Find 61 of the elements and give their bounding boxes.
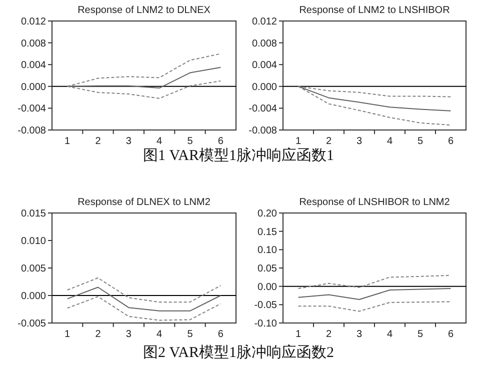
x-tick-label: 2 <box>95 136 102 147</box>
chart-title: Response of LNM2 to LNSHIBOR <box>299 5 450 16</box>
line-series <box>66 277 222 303</box>
y-tick-label: 0.012 <box>252 16 278 28</box>
x-tick-label: 4 <box>156 136 163 147</box>
y-tick-label: -0.004 <box>248 104 278 115</box>
chart-title: Response of LNSHIBOR to LNM2 <box>299 197 450 208</box>
y-tick-label: 0.012 <box>20 16 46 28</box>
y-tick-label: -0.005 <box>18 318 46 330</box>
y-tick-label: 0.015 <box>20 208 46 220</box>
x-tick-label: 3 <box>126 329 132 340</box>
x-tick-label: 4 <box>386 136 393 147</box>
y-tick-label: 0.004 <box>20 60 46 72</box>
x-tick-label: 4 <box>386 329 393 340</box>
caption: 图2 VAR模型1脉冲响应函数2 <box>143 344 334 361</box>
y-tick-label: 0.20 <box>258 208 278 220</box>
x-tick-label: 1 <box>295 136 302 147</box>
y-tick-label: 0.005 <box>20 264 46 274</box>
y-tick-label: 0.000 <box>20 82 46 93</box>
y-tick-label: 0.10 <box>258 245 278 256</box>
x-tick-label: 4 <box>156 329 163 340</box>
x-tick-label: 3 <box>356 329 362 340</box>
line-series <box>298 274 452 290</box>
y-tick-label: -0.05 <box>254 300 278 312</box>
chart-title: Response of DLNEX to LNM2 <box>78 197 211 208</box>
line-series <box>298 301 452 312</box>
x-tick-label: 5 <box>417 329 424 340</box>
y-tick-label: -0.008 <box>18 126 46 136</box>
line-series <box>66 66 222 89</box>
x-tick-label: 6 <box>448 136 454 147</box>
y-tick-label: 0.000 <box>252 82 278 93</box>
y-tick-label: -0.004 <box>18 104 46 115</box>
y-tick-label: 0.008 <box>252 38 278 50</box>
chart-title: Response of LNM2 to DLNEX <box>78 5 211 16</box>
x-tick-label: 2 <box>95 329 102 340</box>
x-tick-label: 1 <box>295 329 302 340</box>
x-tick-label: 6 <box>218 329 224 340</box>
y-tick-label: 0.15 <box>258 226 278 238</box>
line-series <box>66 286 222 312</box>
line-series <box>298 288 452 300</box>
x-tick-label: 6 <box>218 136 224 147</box>
line-series <box>66 296 222 321</box>
caption: 图1 VAR模型1脉冲响应函数1 <box>143 147 334 164</box>
y-tick-label: 0.008 <box>20 38 46 50</box>
x-tick-label: 2 <box>326 136 332 147</box>
y-tick-label: 0.00 <box>258 282 278 293</box>
y-tick-label: 0.004 <box>252 60 278 72</box>
y-tick-label: 0.05 <box>258 264 278 274</box>
x-tick-label: 6 <box>448 329 454 340</box>
y-tick-label: -0.10 <box>254 318 278 330</box>
x-tick-label: 2 <box>326 329 332 340</box>
y-tick-label: 0.010 <box>20 236 46 247</box>
x-tick-label: 1 <box>64 136 71 147</box>
y-tick-label: 0.000 <box>20 291 46 302</box>
x-tick-label: 1 <box>64 329 71 340</box>
y-tick-label: -0.008 <box>248 126 278 136</box>
x-tick-label: 5 <box>417 136 424 147</box>
x-tick-label: 5 <box>187 329 194 340</box>
x-tick-label: 3 <box>126 136 132 147</box>
x-tick-label: 3 <box>356 136 362 147</box>
x-tick-label: 5 <box>187 136 194 147</box>
